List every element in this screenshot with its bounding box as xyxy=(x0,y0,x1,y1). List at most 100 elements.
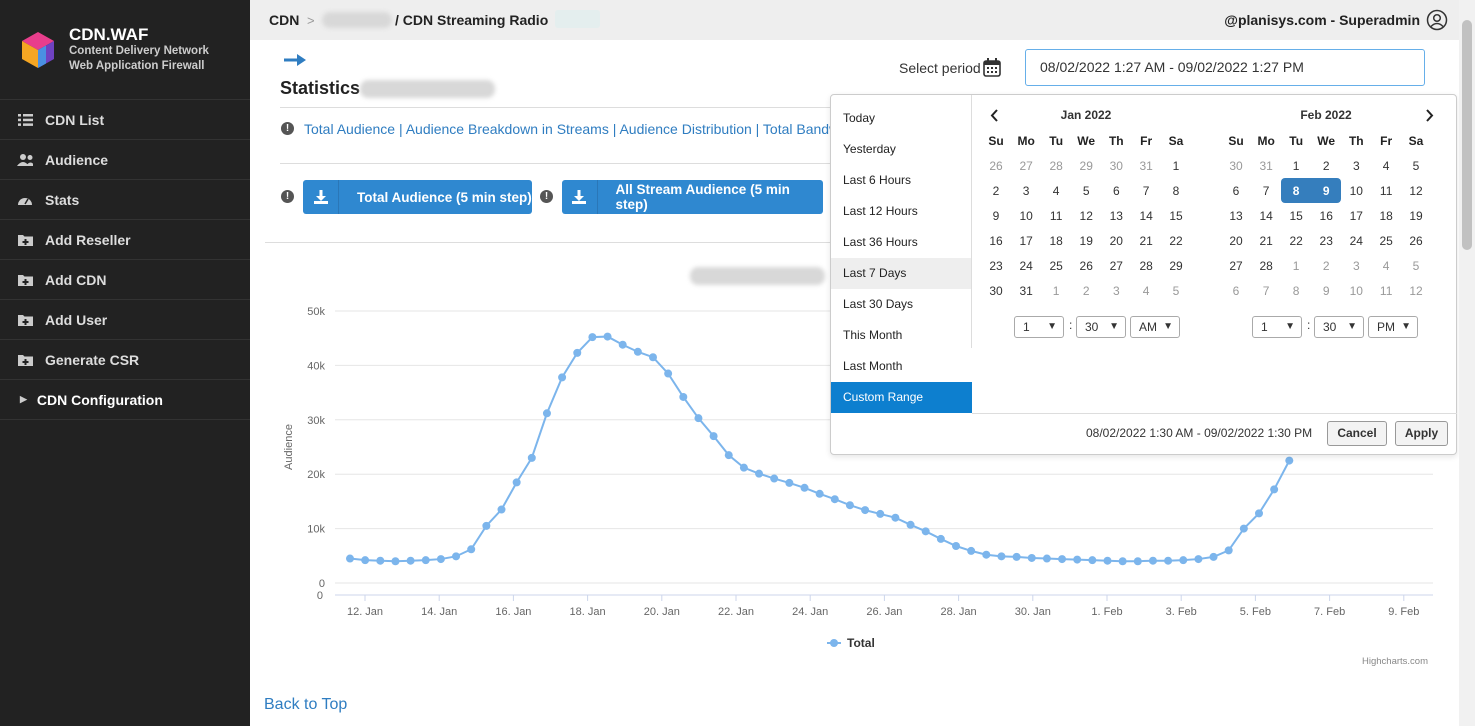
calendar-day[interactable]: 8 xyxy=(1281,178,1312,203)
calendar-day[interactable]: 2 xyxy=(992,183,1000,198)
sidebar-item-cdn-list[interactable]: CDN List xyxy=(0,100,250,140)
scrollbar-thumb[interactable] xyxy=(1462,20,1472,250)
calendar-day[interactable]: 5 xyxy=(1172,283,1180,298)
user-circle-icon[interactable] xyxy=(1426,9,1448,36)
calendar-day[interactable]: 19 xyxy=(1409,208,1423,223)
calendar-day[interactable]: 19 xyxy=(1079,233,1093,248)
left-ampm-select[interactable]: AM ▼ xyxy=(1130,316,1180,338)
sidebar-item-generate-csr[interactable]: Generate CSR xyxy=(0,340,250,380)
calendar-day[interactable]: 17 xyxy=(1349,208,1363,223)
breadcrumb-root[interactable]: CDN xyxy=(269,12,300,28)
period-input[interactable]: 08/02/2022 1:27 AM - 09/02/2022 1:27 PM xyxy=(1025,49,1425,86)
calendar-day[interactable]: 26 xyxy=(1079,258,1093,273)
chevron-right-icon[interactable] xyxy=(1425,103,1435,137)
calendar-day[interactable]: 13 xyxy=(1109,208,1123,223)
calendar-day[interactable]: 28 xyxy=(1139,258,1153,273)
calendar-day[interactable]: 24 xyxy=(1019,258,1033,273)
calendar-day[interactable]: 26 xyxy=(1409,233,1423,248)
calendar-day[interactable]: 29 xyxy=(1079,158,1093,173)
sidebar-item-add-cdn[interactable]: Add CDN xyxy=(0,260,250,300)
user-label[interactable]: @planisys.com - Superadmin xyxy=(1224,12,1420,28)
calendar-day[interactable]: 23 xyxy=(989,258,1003,273)
info-icon[interactable]: ! xyxy=(540,190,553,203)
calendar-day[interactable]: 31 xyxy=(1019,283,1033,298)
calendar-day[interactable]: 18 xyxy=(1049,233,1063,248)
calendar-day[interactable]: 27 xyxy=(1229,258,1243,273)
calendar-day[interactable]: 7 xyxy=(1262,183,1270,198)
calendar-day[interactable]: 31 xyxy=(1139,158,1153,173)
calendar-day[interactable]: 14 xyxy=(1139,208,1153,223)
sidebar-item-add-user[interactable]: Add User xyxy=(0,300,250,340)
range-this-month[interactable]: This Month xyxy=(843,328,903,342)
calendar-day[interactable]: 22 xyxy=(1169,233,1183,248)
calendar-day[interactable]: 9 xyxy=(1322,283,1330,298)
calendar-day[interactable]: 2 xyxy=(1322,258,1330,273)
calendar-day[interactable]: 31 xyxy=(1259,158,1273,173)
calendar-day[interactable]: 15 xyxy=(1169,208,1183,223)
calendar-day[interactable]: 28 xyxy=(1259,258,1273,273)
calendar-day[interactable]: 25 xyxy=(1379,233,1393,248)
cancel-button[interactable]: Cancel xyxy=(1327,421,1387,446)
calendar-day[interactable]: 13 xyxy=(1229,208,1243,223)
calendar-day[interactable]: 25 xyxy=(1049,258,1063,273)
calendar-icon[interactable] xyxy=(983,58,1001,82)
back-to-top-link[interactable]: Back to Top xyxy=(264,696,348,713)
calendar-day[interactable]: 21 xyxy=(1139,233,1153,248)
calendar-day[interactable]: 3 xyxy=(1022,183,1030,198)
download-stream-audience-button[interactable]: All Stream Audience (5 min step) xyxy=(562,180,823,214)
download-total-audience-button[interactable]: Total Audience (5 min step) xyxy=(303,180,532,214)
calendar-day[interactable]: 4 xyxy=(1142,283,1150,298)
calendar-day[interactable]: 20 xyxy=(1229,233,1243,248)
calendar-day[interactable]: 12 xyxy=(1409,283,1423,298)
calendar-day[interactable]: 14 xyxy=(1259,208,1273,223)
calendar-day[interactable]: 26 xyxy=(989,158,1003,173)
calendar-day[interactable]: 6 xyxy=(1112,183,1120,198)
calendar-day[interactable]: 20 xyxy=(1109,233,1123,248)
range-custom[interactable]: Custom Range xyxy=(831,382,972,413)
calendar-day[interactable]: 22 xyxy=(1289,233,1303,248)
stats-links[interactable]: Total Audience | Audience Breakdown in S… xyxy=(304,121,832,137)
calendar-day[interactable]: 9 xyxy=(1311,178,1342,203)
sidebar-item-add-reseller[interactable]: Add Reseller xyxy=(0,220,250,260)
calendar-day[interactable]: 16 xyxy=(1319,208,1333,223)
page-scrollbar[interactable] xyxy=(1459,0,1475,726)
calendar-day[interactable]: 21 xyxy=(1259,233,1273,248)
calendar-day[interactable]: 1 xyxy=(1172,158,1180,173)
sidebar-item-audience[interactable]: Audience xyxy=(0,140,250,180)
range-last-36-hours[interactable]: Last 36 Hours xyxy=(843,235,918,249)
calendar-day[interactable]: 12 xyxy=(1079,208,1093,223)
calendar-day[interactable]: 10 xyxy=(1349,283,1363,298)
range-last-12-hours[interactable]: Last 12 Hours xyxy=(843,204,918,218)
calendar-day[interactable]: 8 xyxy=(1172,183,1180,198)
calendar-day[interactable]: 23 xyxy=(1319,233,1333,248)
calendar-day[interactable]: 11 xyxy=(1379,283,1393,298)
apply-button[interactable]: Apply xyxy=(1395,421,1448,446)
calendar-day[interactable]: 7 xyxy=(1262,283,1270,298)
right-ampm-select[interactable]: PM ▼ xyxy=(1368,316,1418,338)
calendar-day[interactable]: 5 xyxy=(1082,183,1090,198)
calendar-day[interactable]: 5 xyxy=(1412,158,1420,173)
calendar-day[interactable]: 16 xyxy=(989,233,1003,248)
chevron-left-icon[interactable] xyxy=(989,103,999,137)
calendar-day[interactable]: 18 xyxy=(1379,208,1393,223)
calendar-day[interactable]: 1 xyxy=(1052,283,1060,298)
calendar-day[interactable]: 7 xyxy=(1142,183,1150,198)
calendar-day[interactable]: 27 xyxy=(1019,158,1033,173)
info-icon[interactable]: ! xyxy=(281,190,294,203)
calendar-day[interactable]: 4 xyxy=(1382,158,1390,173)
calendar-day[interactable]: 4 xyxy=(1382,258,1390,273)
calendar-day[interactable]: 29 xyxy=(1169,258,1183,273)
calendar-day[interactable]: 24 xyxy=(1349,233,1363,248)
range-last-6-hours[interactable]: Last 6 Hours xyxy=(843,173,912,187)
calendar-day[interactable]: 30 xyxy=(989,283,1003,298)
calendar-day[interactable]: 10 xyxy=(1349,183,1363,198)
calendar-day[interactable]: 1 xyxy=(1292,258,1300,273)
calendar-day[interactable]: 15 xyxy=(1289,208,1303,223)
left-minute-select[interactable]: 30 ▼ xyxy=(1076,316,1126,338)
arrow-right-icon[interactable] xyxy=(283,52,307,73)
range-today[interactable]: Today xyxy=(843,111,876,125)
calendar-day[interactable]: 17 xyxy=(1019,233,1033,248)
sidebar-item-stats[interactable]: Stats xyxy=(0,180,250,220)
calendar-day[interactable]: 4 xyxy=(1052,183,1060,198)
calendar-day[interactable]: 2 xyxy=(1082,283,1090,298)
